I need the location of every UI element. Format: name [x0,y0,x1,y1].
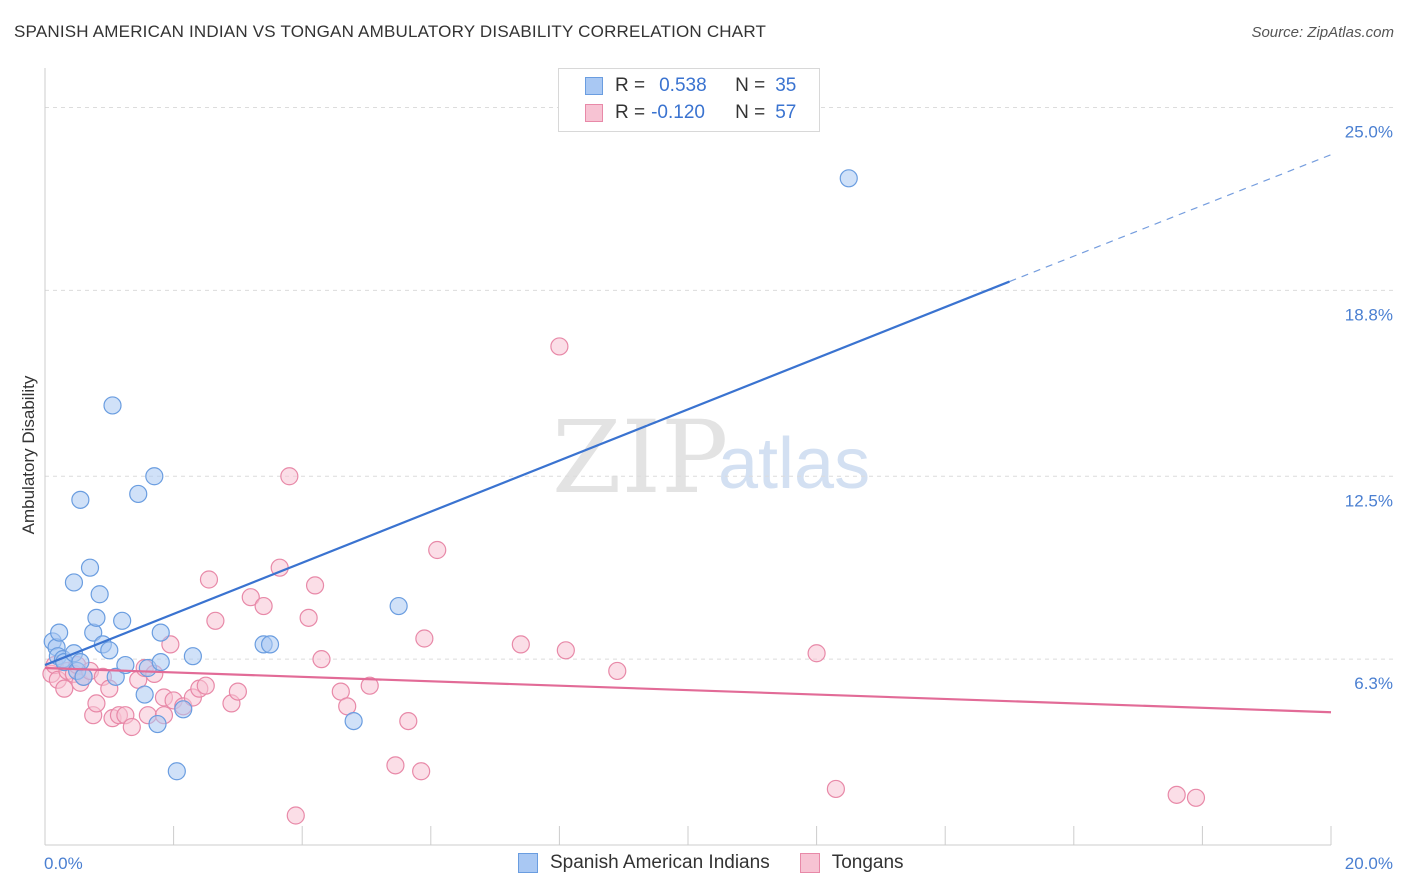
legend-swatch-pink [799,853,820,873]
tongan-point [280,467,299,486]
legend-swatch-blue [585,77,603,95]
tongan-point [556,641,575,660]
tongan-point [415,629,434,648]
spanish-american-indian-point [80,558,100,577]
correlation-legend: R = 0.538 N = 35 R = -0.120 N = 57 [558,68,820,132]
legend-n-value: 57 [775,102,797,123]
spanish-american-indian-point [174,700,193,719]
ticks: 6.3% 12.5% 18.8% 25.0% 0.0% 20.0% [44,123,1393,874]
spanish-american-indian-point [71,490,90,509]
legend-item-tongans[interactable]: Tongans [799,852,904,874]
spanish-american-indian-point [167,762,186,781]
tongan-point [55,679,74,698]
legend-r-label: R = [615,75,646,96]
spanish-american-indian-point [129,484,148,504]
tongan-point [511,635,530,654]
legend-label: Spanish American Indians [550,852,770,873]
tongan-point [254,596,273,616]
legend-r-value: -0.120 [651,102,705,123]
tongan-point [196,676,215,695]
spanish-american-indian-point [183,647,202,666]
tongan-point [161,635,180,654]
y-axis-label: Ambulatory Disability [19,375,38,534]
tongan-point [807,644,826,663]
spanish-american-indian-point [116,655,135,675]
tongan-point [286,806,305,825]
legend-r-value: 0.538 [659,75,707,96]
chart-title: SPANISH AMERICAN INDIAN VS TONGAN AMBULA… [14,22,767,41]
watermark-atlas: atlas [718,424,870,504]
trend-line-tongans [44,666,1332,714]
legend-swatch-pink [585,104,603,122]
watermark: ZIP atlas [552,399,870,516]
tongan-point [312,650,331,669]
legend-row-blue: R = 0.538 N = 35 [585,75,796,97]
spanish-american-indian-point [344,711,363,731]
y-tick-label: 6.3% [1354,674,1393,693]
tongan-point [386,756,405,775]
y-tick-label: 12.5% [1345,491,1393,510]
trend-line-extension-spanish-american-indians [1009,154,1332,283]
spanish-american-indian-point [135,685,154,704]
spanish-american-indian-point [839,169,858,188]
legend-swatch-blue [518,853,538,873]
spanish-american-indian-point [50,623,69,642]
trend-lines [44,154,1332,714]
tongan-point [199,570,219,589]
series-legend: Spanish American Indians Tongans [518,852,934,874]
tongan-point [412,762,431,781]
tongans-points [42,337,1206,825]
spanish-american-indian-point [90,585,109,604]
legend-label: Tongans [831,852,904,873]
legend-n-label: N = [735,102,766,123]
grid [45,107,1393,660]
tongan-point [1167,785,1186,804]
y-tick-label: 18.8% [1345,305,1393,324]
legend-row-pink: R = -0.120 N = 57 [585,102,796,124]
watermark-zip: ZIP [552,399,728,516]
x-tick-label: 20.0% [1345,854,1393,873]
tongan-point [608,661,627,681]
x-tick-label: 0.0% [44,854,83,873]
spanish-american-indian-point [87,608,106,627]
tongan-point [1186,788,1206,807]
legend-n-label: N = [735,75,766,96]
spanish-american-indian-point [100,641,119,660]
tongan-point [399,711,418,731]
axes [44,68,1332,846]
spanish-american-indian-point [260,635,280,654]
tongan-point [550,337,569,356]
spanish-american-indian-point [389,596,408,616]
tongan-point [87,694,106,713]
y-tick-label: 25.0% [1345,123,1393,142]
spanish-american-indian-point [148,714,167,734]
tongan-point [826,779,845,799]
tongan-point [428,540,447,560]
tongan-point [360,676,379,695]
legend-item-spanish-american-indians[interactable]: Spanish American Indians [518,852,770,874]
spanish-american-indian-point [145,467,164,486]
spanish-american-indian-point [74,667,93,686]
spanish-american-indian-point [103,396,122,415]
spanish-american-indian-point [106,667,125,686]
source-label: Source: ZipAtlas.com [1251,24,1394,41]
tongan-point [228,682,247,701]
tongan-point [241,588,260,607]
tongan-point [299,608,318,627]
tongan-point [206,611,225,630]
spanish-american-indian-point [151,623,170,642]
spanish-american-indian-point [113,611,132,630]
trend-line-spanish-american-indians [44,280,1010,667]
legend-n-value: 35 [775,75,797,96]
tongan-point [122,717,141,737]
legend-r-label: R = [615,102,646,123]
spanish-american-indian-point [64,573,84,592]
spanish-american-indian-point [151,652,170,672]
tongan-point [305,576,325,595]
